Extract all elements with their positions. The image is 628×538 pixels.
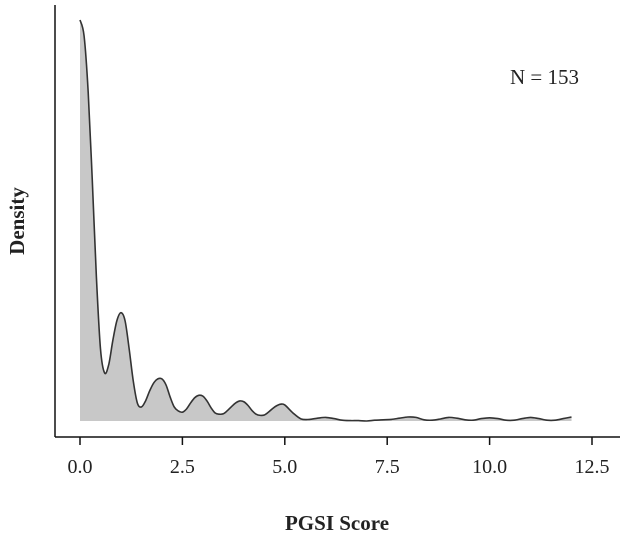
y-axis-title: Density xyxy=(5,187,29,255)
x-axis-ticks: 0.0 2.5 5.0 7.5 10.0 12.5 xyxy=(68,437,610,478)
x-tick-label: 5.0 xyxy=(272,456,297,478)
x-tick-label: 10.0 xyxy=(472,456,507,478)
x-tick-label: 7.5 xyxy=(375,456,400,478)
annotation-n: N = 153 xyxy=(510,65,579,89)
x-tick-label: 2.5 xyxy=(170,456,195,478)
density-curve xyxy=(79,19,572,422)
x-axis-title: PGSI Score xyxy=(285,511,389,535)
density-area-fill xyxy=(80,20,572,422)
x-tick-label: 0.0 xyxy=(68,456,93,478)
plot-area xyxy=(79,19,572,422)
x-tick-label: 12.5 xyxy=(575,456,610,478)
